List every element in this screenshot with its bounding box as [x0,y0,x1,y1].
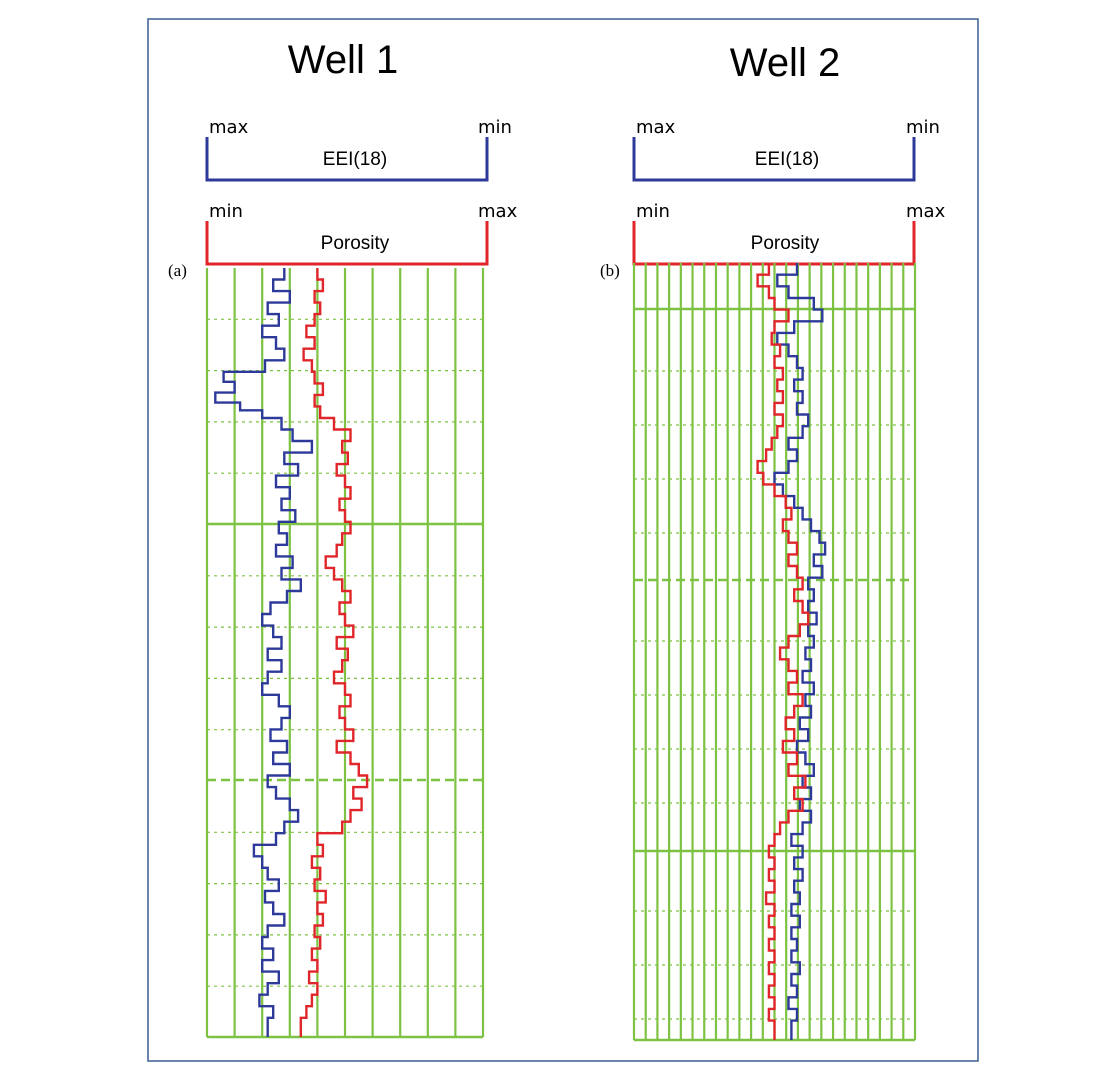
porosity-scale-left-label: min [636,201,670,222]
panel-label-b: (b) [600,261,620,280]
well-1-title: Well 1 [288,38,398,82]
well-1-panel: Well 1 max min EEI(18) min max Porosity … [168,38,518,1039]
eei-scale-title: EEI(18) [755,149,819,170]
eei-scale-bar: max min EEI(18) [632,117,940,182]
porosity-scale-title: Porosity [751,233,820,254]
porosity-scale-bar: min max Porosity [205,201,518,266]
eei-scale-right-label: min [478,117,512,138]
porosity-scale-left-label: min [209,201,243,222]
eei-trace [773,263,827,1040]
panel-label-a: (a) [168,261,187,280]
well-1-grid [205,268,485,1039]
porosity-trace [756,263,810,1040]
porosity-scale-title: Porosity [321,233,390,254]
well-2-traces [756,263,827,1040]
well-2-title: Well 2 [730,41,840,85]
porosity-scale-right-label: max [906,201,946,222]
eei-scale-title: EEI(18) [323,149,387,170]
eei-scale-bracket [205,137,489,182]
well-2-grid [632,263,917,1042]
well-1-traces [214,268,369,1037]
eei-scale-left-label: max [209,117,249,138]
eei-trace [214,268,314,1037]
well-2-panel: Well 2 max min EEI(18) min max Porosity … [600,41,946,1042]
eei-scale-bracket [632,137,916,182]
eei-scale-bar: max min EEI(18) [205,117,512,182]
porosity-scale-right-label: max [478,201,518,222]
porosity-trace [299,268,369,1037]
eei-scale-right-label: min [906,117,940,138]
porosity-scale-bracket [205,221,489,266]
eei-scale-left-label: max [636,117,676,138]
